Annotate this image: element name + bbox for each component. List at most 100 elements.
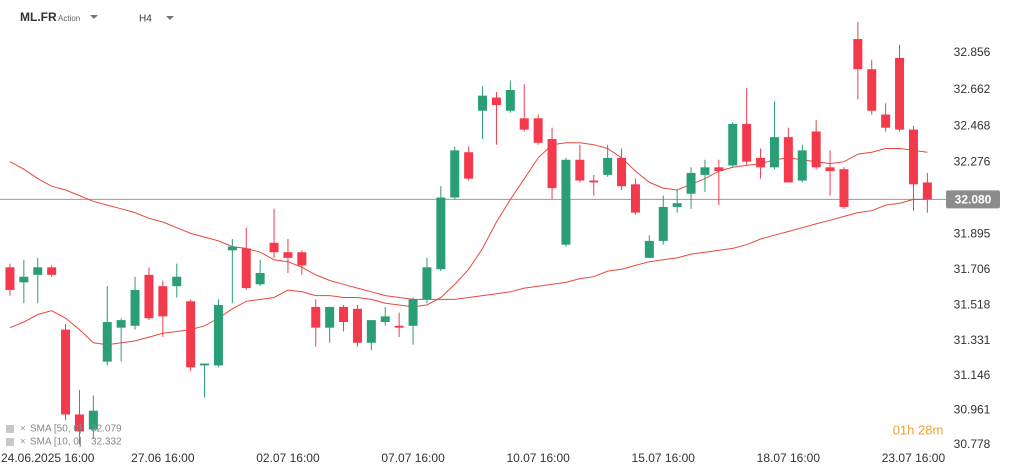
y-tick-label: 30.961 — [954, 403, 991, 417]
candle-body — [269, 242, 279, 253]
legend-close[interactable]: × — [20, 437, 26, 448]
legend-value: 32.079 — [91, 424, 122, 435]
candle-body — [227, 246, 237, 251]
x-tick-label: 10.07 16:00 — [506, 451, 570, 465]
candle-body — [186, 301, 196, 368]
candle-body — [478, 95, 488, 111]
candle-body — [408, 299, 418, 326]
candle-body — [380, 316, 390, 323]
x-tick-label: 18.07 16:00 — [757, 451, 821, 465]
candle-body — [436, 197, 446, 270]
candle-body — [853, 39, 863, 70]
y-tick-label: 31.146 — [954, 368, 991, 382]
candle-body — [311, 306, 321, 328]
x-tick-label: 23.07 16:00 — [882, 451, 946, 465]
candle-body — [366, 320, 376, 343]
candle-body — [325, 306, 335, 328]
candle-body — [158, 286, 168, 317]
candle-body — [116, 320, 126, 328]
sma-line — [9, 161, 928, 300]
candle-body — [130, 289, 140, 326]
candle-body — [630, 184, 640, 213]
y-tick-label: 31.706 — [954, 262, 991, 276]
symbol[interactable]: ML.FR — [20, 10, 57, 24]
candle-body — [19, 276, 29, 283]
candle-body — [658, 206, 668, 241]
y-tick-label: 31.518 — [954, 298, 991, 312]
x-tick-label: 27.06 16:00 — [131, 451, 195, 465]
x-tick-label: 24.06.2025 16:00 — [1, 451, 95, 465]
x-tick-label: 15.07 16:00 — [632, 451, 696, 465]
candle-body — [33, 267, 43, 275]
legend-label: SMA [10, 0] — [30, 437, 82, 448]
candle-body — [102, 322, 112, 362]
candle-body — [491, 97, 501, 106]
current-price-box — [946, 190, 1000, 209]
candle-body — [61, 329, 71, 415]
candle-body — [617, 157, 627, 187]
y-tick-label: 31.331 — [954, 333, 991, 347]
current-price-label: 32.080 — [955, 193, 992, 207]
candle-body — [547, 139, 557, 189]
y-tick-label: 32.856 — [954, 45, 991, 59]
symbol-type: Action — [58, 14, 80, 23]
y-tick-label: 30.778 — [954, 437, 991, 451]
timeframe[interactable]: H4 — [139, 14, 152, 25]
candle-body — [881, 114, 891, 128]
candle-body — [672, 203, 682, 207]
candle-body — [283, 252, 293, 258]
candle-body — [825, 167, 835, 172]
x-tick-label: 07.07 16:00 — [381, 451, 445, 465]
candle-body — [255, 272, 265, 285]
candle-body — [88, 410, 98, 430]
candle-body — [450, 150, 460, 198]
candle-body — [47, 267, 57, 275]
candle-body — [422, 267, 432, 300]
candle-body — [797, 150, 807, 181]
candle-body — [895, 57, 905, 130]
candle-body — [589, 180, 599, 183]
candle-body — [505, 89, 515, 111]
candle-body — [867, 69, 877, 111]
candle-body — [728, 123, 738, 166]
candle-body — [241, 248, 251, 289]
candle-body — [297, 252, 307, 266]
candle-body — [603, 157, 613, 175]
candle-body — [213, 305, 223, 366]
timeframe-dropdown[interactable] — [166, 16, 174, 20]
x-tick-label: 02.07 16:00 — [256, 451, 320, 465]
candle-body — [783, 137, 793, 183]
legend-close[interactable]: × — [20, 424, 26, 435]
legend-icon[interactable] — [6, 438, 14, 446]
candle-body — [908, 129, 918, 185]
candle-body — [922, 182, 932, 200]
candle-body — [742, 123, 752, 162]
candle-body — [769, 137, 779, 168]
candle-body — [394, 325, 404, 328]
candle-body — [74, 414, 84, 432]
candle-body — [575, 159, 585, 181]
y-tick-label: 32.276 — [954, 155, 991, 169]
candle-body — [352, 308, 362, 343]
candle-body — [839, 169, 849, 207]
candle-body — [200, 363, 210, 366]
candle-body — [533, 118, 543, 143]
symbol-dropdown[interactable] — [90, 15, 98, 19]
candle-body — [339, 306, 349, 323]
candle-body — [714, 167, 724, 172]
legend-icon[interactable] — [6, 425, 14, 433]
candle-body — [144, 274, 154, 319]
candle-body — [519, 118, 529, 130]
candle-countdown: 01h 28m — [893, 422, 944, 437]
y-tick-label: 32.662 — [954, 82, 991, 96]
candle-body — [644, 240, 654, 258]
candle-body — [172, 276, 182, 287]
candle-body — [561, 159, 571, 245]
y-tick-label: 32.468 — [954, 118, 991, 132]
y-tick-label: 31.895 — [954, 226, 991, 240]
candle-body — [464, 152, 474, 179]
candle-body — [756, 157, 766, 168]
legend-label: SMA [50, 0] — [30, 424, 82, 435]
